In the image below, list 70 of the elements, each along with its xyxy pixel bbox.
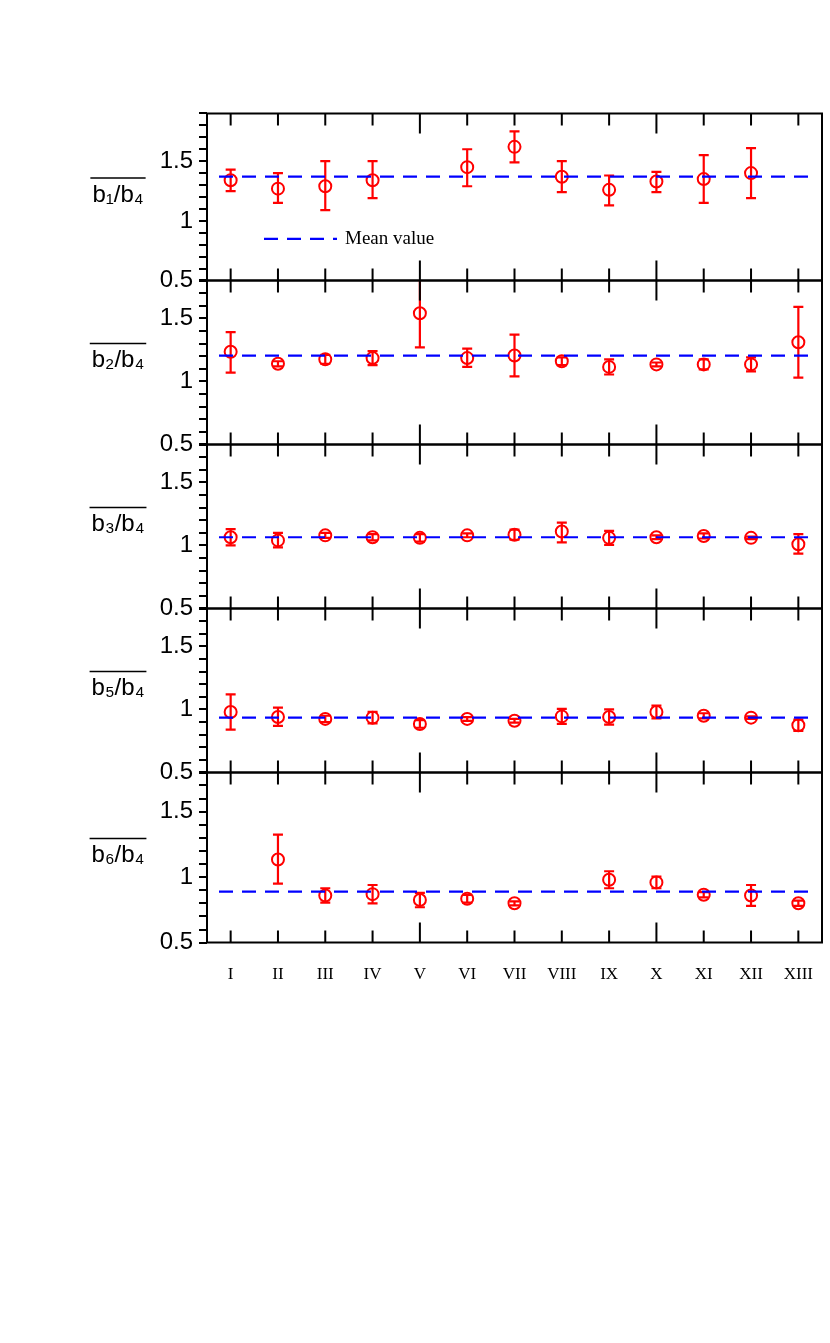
point	[744, 888, 759, 903]
point	[270, 356, 285, 371]
x-tick-label: II	[272, 964, 284, 984]
point	[507, 896, 522, 911]
point	[696, 172, 711, 187]
point	[507, 139, 522, 154]
point	[649, 357, 664, 372]
point	[223, 344, 238, 359]
y-tick-label: 1	[179, 861, 193, 889]
point	[507, 348, 522, 363]
point	[365, 887, 380, 902]
x-tick-label: VIII	[547, 964, 577, 984]
point	[696, 887, 711, 902]
point	[270, 710, 285, 725]
point	[318, 528, 333, 543]
y-tick-label: 1	[179, 530, 193, 558]
x-tick-label: XII	[739, 964, 764, 984]
point	[791, 537, 806, 552]
point	[460, 160, 475, 175]
point	[696, 708, 711, 723]
point	[696, 528, 711, 543]
y-tick-label: 1.5	[159, 630, 193, 658]
point	[318, 179, 333, 194]
y-tick-label: 0.5	[159, 927, 193, 955]
point	[270, 852, 285, 867]
point	[223, 704, 238, 719]
point	[744, 166, 759, 181]
y-axis-title: b₁/b₄	[92, 179, 144, 207]
x-tick-label: X	[650, 964, 663, 984]
point	[554, 524, 569, 539]
legend-label: Mean value	[345, 226, 435, 248]
y-tick-label: 1.5	[159, 302, 193, 330]
point	[602, 182, 617, 197]
x-tick-label: V	[413, 964, 427, 984]
x-tick-label: XIII	[783, 964, 814, 984]
point	[412, 306, 427, 321]
x-tick-label: IX	[600, 964, 619, 984]
point	[223, 173, 238, 188]
y-tick-label: 1	[179, 366, 193, 394]
point	[649, 530, 664, 545]
y-tick-label: 0.5	[159, 265, 193, 293]
point	[507, 713, 522, 728]
y-tick-label: 0.5	[159, 757, 193, 785]
y-axis-title: b₆/b₄	[91, 840, 145, 868]
x-tick-label: III	[316, 964, 335, 984]
point	[460, 528, 475, 543]
point	[744, 710, 759, 725]
x-tick-label: XI	[694, 964, 714, 984]
y-tick-label: 1.5	[159, 466, 193, 494]
point	[744, 530, 759, 545]
point	[554, 169, 569, 184]
y-tick-label: 1.5	[159, 796, 193, 824]
y-axis-title: b₃/b₄	[91, 509, 145, 537]
point	[791, 335, 806, 350]
y-tick-label: 1	[179, 694, 193, 722]
y-axis-title: b₅/b₄	[91, 673, 145, 701]
x-tick-label: I	[227, 964, 234, 984]
point	[649, 174, 664, 189]
y-axis-title: b₂/b₄	[91, 345, 145, 373]
point	[365, 173, 380, 188]
x-tick-label: IV	[363, 964, 383, 984]
x-tick-label: VI	[458, 964, 477, 984]
y-tick-label: 0.5	[159, 593, 193, 621]
point	[460, 351, 475, 366]
y-tick-label: 0.5	[159, 429, 193, 457]
point	[460, 711, 475, 726]
point	[270, 181, 285, 196]
y-tick-label: 1.5	[159, 145, 193, 173]
x-tick-label: VII	[502, 964, 527, 984]
y-tick-label: 1	[179, 205, 193, 233]
